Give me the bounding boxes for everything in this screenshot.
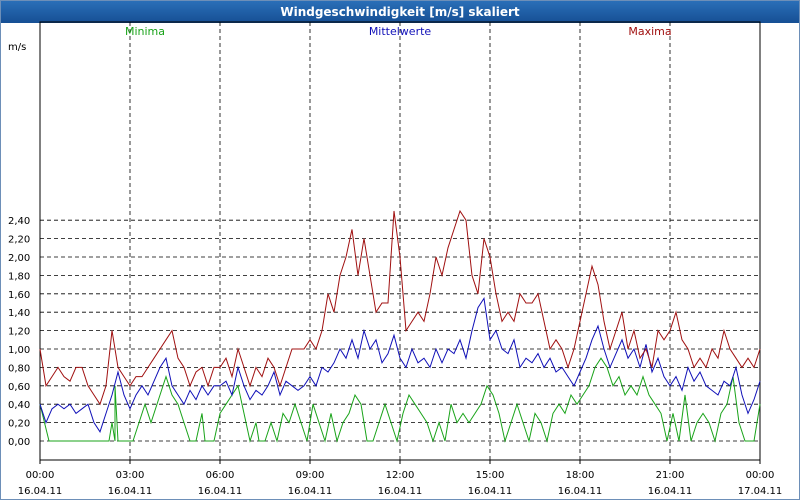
y-tick-label: 0,00 xyxy=(8,437,30,448)
legend-entry-mittelwerte: Mittelwerte xyxy=(369,25,432,38)
x-tick-time: 09:00 xyxy=(296,470,325,481)
series-line-minima xyxy=(39,357,761,443)
x-tick-time: 06:00 xyxy=(206,470,235,481)
series-line-maxima xyxy=(39,209,761,406)
x-tick-time: 00:00 xyxy=(746,470,775,481)
x-tick-date: 16.04.11 xyxy=(198,486,243,497)
x-tick-date: 16.04.11 xyxy=(108,486,153,497)
y-tick-label: 1,80 xyxy=(8,271,30,282)
legend-entry-minima: Minima xyxy=(125,25,165,38)
series-line-mittelwerte xyxy=(39,297,761,433)
x-tick-date: 16.04.11 xyxy=(378,486,423,497)
x-tick-date: 16.04.11 xyxy=(288,486,333,497)
y-tick-label: 1,20 xyxy=(8,327,30,338)
legend-entry-maxima: Maxima xyxy=(628,25,671,38)
axes: 0,00 0,20 0,40 0,60 0,80 1,00 1,20 1,40 1,60 1,80… xyxy=(8,21,783,497)
y-tick-label: 0,60 xyxy=(8,382,30,393)
y-tick-label: 0,80 xyxy=(8,363,30,374)
y-tick-label: 2,00 xyxy=(8,253,30,264)
y-tick-label: 1,00 xyxy=(8,345,30,356)
x-tick-date: 17.04.11 xyxy=(738,486,783,497)
x-tick-date: 16.04.11 xyxy=(648,486,693,497)
series-lines xyxy=(39,209,761,443)
x-tick-time: 18:00 xyxy=(566,470,595,481)
y-tick-label: 0,20 xyxy=(8,419,30,430)
y-tick-label: 1,60 xyxy=(8,290,30,301)
x-tick-time: 03:00 xyxy=(116,470,145,481)
y-tick-label: 2,40 xyxy=(8,216,30,227)
x-tick-date: 16.04.11 xyxy=(558,486,603,497)
legend: Minima Mittelwerte Maxima xyxy=(125,25,672,38)
y-tick-label: 2,20 xyxy=(8,235,30,246)
x-tick-date: 16.04.11 xyxy=(468,486,513,497)
x-tick-time: 21:00 xyxy=(656,470,685,481)
x-tick-time: 00:00 xyxy=(26,470,55,481)
x-tick-time: 12:00 xyxy=(386,470,415,481)
x-tick-date: 16.04.11 xyxy=(18,486,63,497)
y-tick-label: 0,40 xyxy=(8,400,30,411)
window-title: Windgeschwindigkeit [m/s] skaliert xyxy=(1,1,799,23)
y-axis-label: m/s xyxy=(8,42,26,53)
y-tick-label: 1,40 xyxy=(8,308,30,319)
x-tick-time: 15:00 xyxy=(476,470,505,481)
